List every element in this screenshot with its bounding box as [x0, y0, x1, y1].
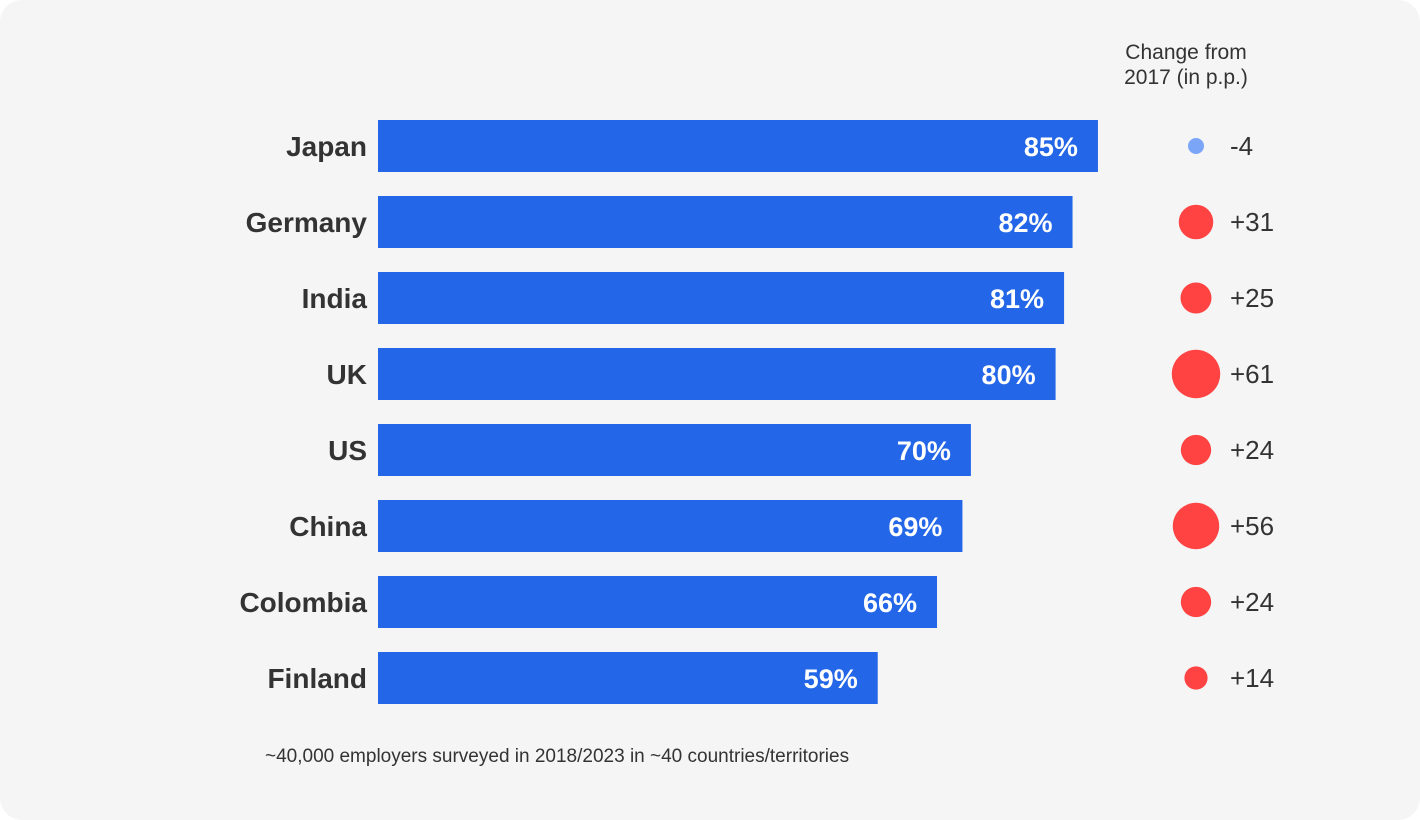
change-header: Change from 2017 (in p.p.) [1100, 40, 1272, 90]
category-label: US [328, 435, 367, 466]
bar-us [378, 424, 971, 476]
change-label: +56 [1230, 511, 1274, 541]
change-bubble [1180, 586, 1212, 618]
bar-finland [378, 652, 878, 704]
bar-value-label: 66% [863, 588, 917, 618]
bar-value-label: 85% [1024, 132, 1078, 162]
change-bubble [1180, 434, 1212, 466]
change-label: +25 [1230, 283, 1274, 313]
category-label: China [289, 511, 367, 542]
change-header-line-2: 2017 (in p.p.) [1124, 66, 1248, 89]
change-bubble [1171, 349, 1221, 399]
bar-japan [378, 120, 1098, 172]
bar-india [378, 272, 1065, 324]
change-label: +14 [1230, 663, 1274, 693]
footnote: ~40,000 employers surveyed in 2018/2023 … [265, 746, 850, 767]
bar-china [378, 500, 963, 552]
bar-value-label: 82% [998, 208, 1052, 238]
category-label: Japan [286, 131, 367, 162]
bar-colombia [378, 576, 938, 628]
change-bubble [1188, 138, 1204, 154]
change-bubble [1180, 282, 1212, 314]
change-bubble [1172, 502, 1220, 550]
bar-germany [378, 196, 1073, 248]
category-label: UK [327, 359, 367, 390]
category-label: Colombia [239, 587, 367, 618]
bar-uk [378, 348, 1056, 400]
bar-value-label: 81% [990, 284, 1044, 314]
change-bubble [1178, 204, 1214, 240]
bar-value-label: 69% [888, 512, 942, 542]
change-bubble [1184, 666, 1208, 690]
bar-value-label: 70% [897, 436, 951, 466]
category-label: Finland [267, 663, 367, 694]
bar-value-label: 80% [982, 360, 1036, 390]
change-label: +31 [1230, 207, 1274, 237]
change-label: +24 [1230, 587, 1274, 617]
change-label: +61 [1230, 359, 1274, 389]
category-label: Germany [246, 207, 368, 238]
change-label: -4 [1230, 131, 1253, 161]
category-label: India [302, 283, 368, 314]
change-label: +24 [1230, 435, 1274, 465]
change-header-line-1: Change from [1125, 41, 1247, 64]
bar-value-label: 59% [804, 664, 858, 694]
